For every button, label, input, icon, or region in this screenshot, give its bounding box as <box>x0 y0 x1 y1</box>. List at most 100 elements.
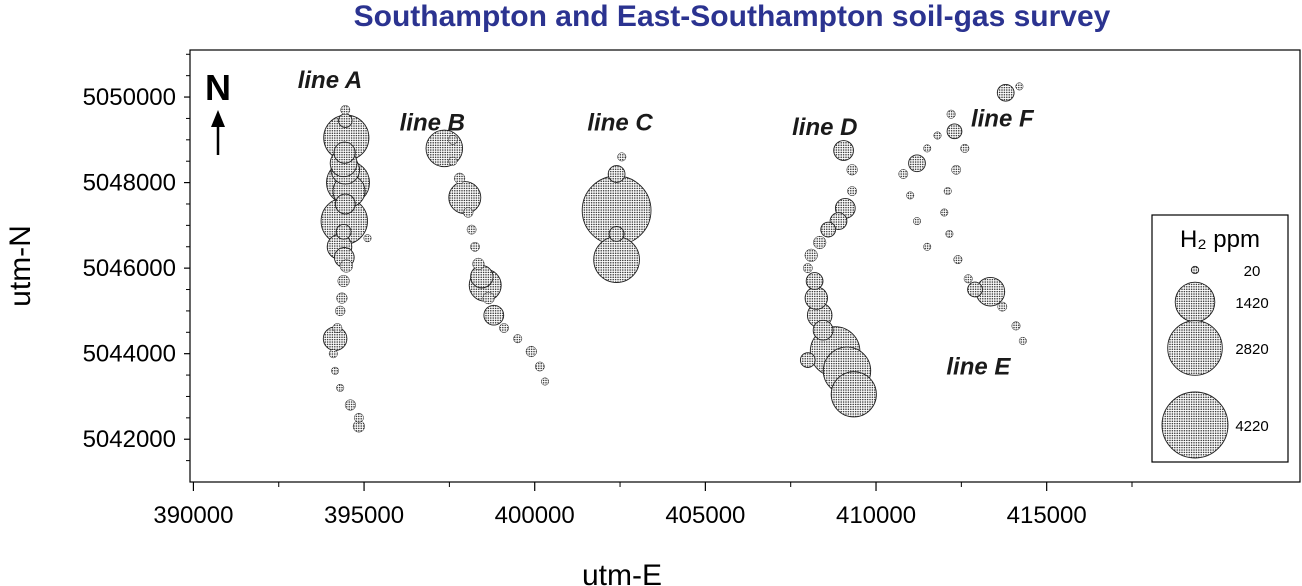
bubble-point <box>968 282 983 297</box>
bubble-point <box>333 323 342 332</box>
bubble-point <box>834 141 854 161</box>
bubble-point <box>337 293 348 304</box>
bubble-point <box>909 155 926 172</box>
bubble-point <box>473 258 485 270</box>
legend-bubble <box>1168 321 1223 376</box>
north-arrow: N <box>205 67 231 155</box>
bubble-point <box>813 236 826 249</box>
x-axis-label: utm-E <box>582 559 662 586</box>
bubble-point <box>618 153 626 161</box>
legend-label: 4220 <box>1235 418 1268 435</box>
bubble-point <box>924 145 931 152</box>
bubble-point <box>831 372 876 417</box>
line-label: line B <box>400 110 465 137</box>
bubble-point <box>354 413 363 422</box>
bubble-point <box>1019 337 1026 344</box>
bubble-point <box>954 255 962 263</box>
series-line-b <box>426 130 549 385</box>
bubble-point <box>924 243 931 250</box>
bubble-point <box>913 217 920 224</box>
bubble-point <box>805 287 827 309</box>
bubble-point <box>336 224 351 239</box>
size-legend: H₂ ppm 20 1420 2820 4220 <box>1152 215 1288 462</box>
y-axis: 50420005044000504600050480005050000 <box>83 54 190 460</box>
bubble-point <box>806 273 823 290</box>
bubble-point <box>941 209 948 216</box>
bubble-point <box>335 194 355 214</box>
bubble-point <box>334 142 355 163</box>
bubble-point <box>364 235 371 242</box>
bubble-point <box>1016 83 1023 90</box>
legend-label: 2820 <box>1235 341 1268 358</box>
bubble-point <box>952 165 961 174</box>
bubble-point <box>331 367 338 374</box>
x-tick-label: 410000 <box>836 502 916 529</box>
line-label: line D <box>792 114 857 141</box>
north-label: N <box>205 67 231 108</box>
bubble-point <box>467 225 476 234</box>
bubble-point <box>463 208 473 218</box>
bubble-point <box>526 346 537 357</box>
bubble-point <box>899 169 908 178</box>
bubble-point <box>848 187 857 196</box>
bubble-point <box>337 384 344 391</box>
series-line-d <box>800 141 876 417</box>
bubble-point <box>813 320 833 340</box>
series-line-e <box>941 110 1027 345</box>
legend-bubble <box>1162 392 1228 458</box>
x-tick-label: 415000 <box>1007 502 1087 529</box>
chart-title: Southampton and East-Southampton soil-ga… <box>354 0 1111 33</box>
y-tick-label: 5048000 <box>83 170 176 197</box>
x-tick-label: 400000 <box>495 502 575 529</box>
bubble-point <box>934 132 941 139</box>
bubble-point <box>800 353 815 368</box>
bubble-point <box>335 306 345 316</box>
bubble-point <box>947 124 962 139</box>
bubble-point <box>541 378 548 385</box>
x-tick-label: 395000 <box>324 502 404 529</box>
bubble-point <box>454 173 465 184</box>
x-tick-label: 405000 <box>665 502 745 529</box>
bubble-point <box>535 362 544 371</box>
bubble-point <box>514 335 522 343</box>
legend-bubble <box>1191 266 1198 273</box>
y-tick-label: 5050000 <box>83 84 176 111</box>
y-tick-label: 5044000 <box>83 341 176 368</box>
line-label: line E <box>946 354 1011 381</box>
y-tick-label: 5046000 <box>83 255 176 282</box>
series-line-a <box>321 105 371 432</box>
bubble-point <box>608 166 625 183</box>
bubble-point <box>340 260 353 273</box>
legend-label: 20 <box>1244 263 1261 280</box>
bubble-point <box>805 249 818 262</box>
bubble-point <box>594 237 640 283</box>
series-line-c <box>582 153 651 283</box>
bubble-point <box>329 350 337 358</box>
bubble-point <box>609 227 624 242</box>
line-label: line C <box>587 110 653 137</box>
bubble-point <box>947 110 955 118</box>
bubble-point <box>944 187 951 194</box>
legend-bubble <box>1175 282 1215 322</box>
line-label: line F <box>971 105 1035 132</box>
bubble-point <box>821 222 836 237</box>
bubble-point <box>964 275 972 283</box>
bubble-point <box>946 230 953 237</box>
bubble-point <box>998 302 1007 311</box>
line-labels: line A line B line C line D line F line E <box>298 67 1035 381</box>
bubble-point <box>341 105 350 114</box>
north-arrow-icon <box>211 110 225 127</box>
x-tick-label: 390000 <box>153 502 233 529</box>
bubble-point <box>961 144 969 152</box>
bubble-point <box>483 292 495 304</box>
bubble-point <box>847 165 858 176</box>
bubble-point <box>1012 322 1020 330</box>
legend-title: H₂ ppm <box>1180 226 1260 253</box>
bubble-point <box>338 275 350 287</box>
bubble-point <box>449 157 457 165</box>
bubble-point <box>907 192 914 199</box>
bubble-point <box>803 264 812 273</box>
bubble-point <box>470 242 479 251</box>
x-axis: 390000 395000 400000 405000 410000 415000 <box>153 482 1132 529</box>
